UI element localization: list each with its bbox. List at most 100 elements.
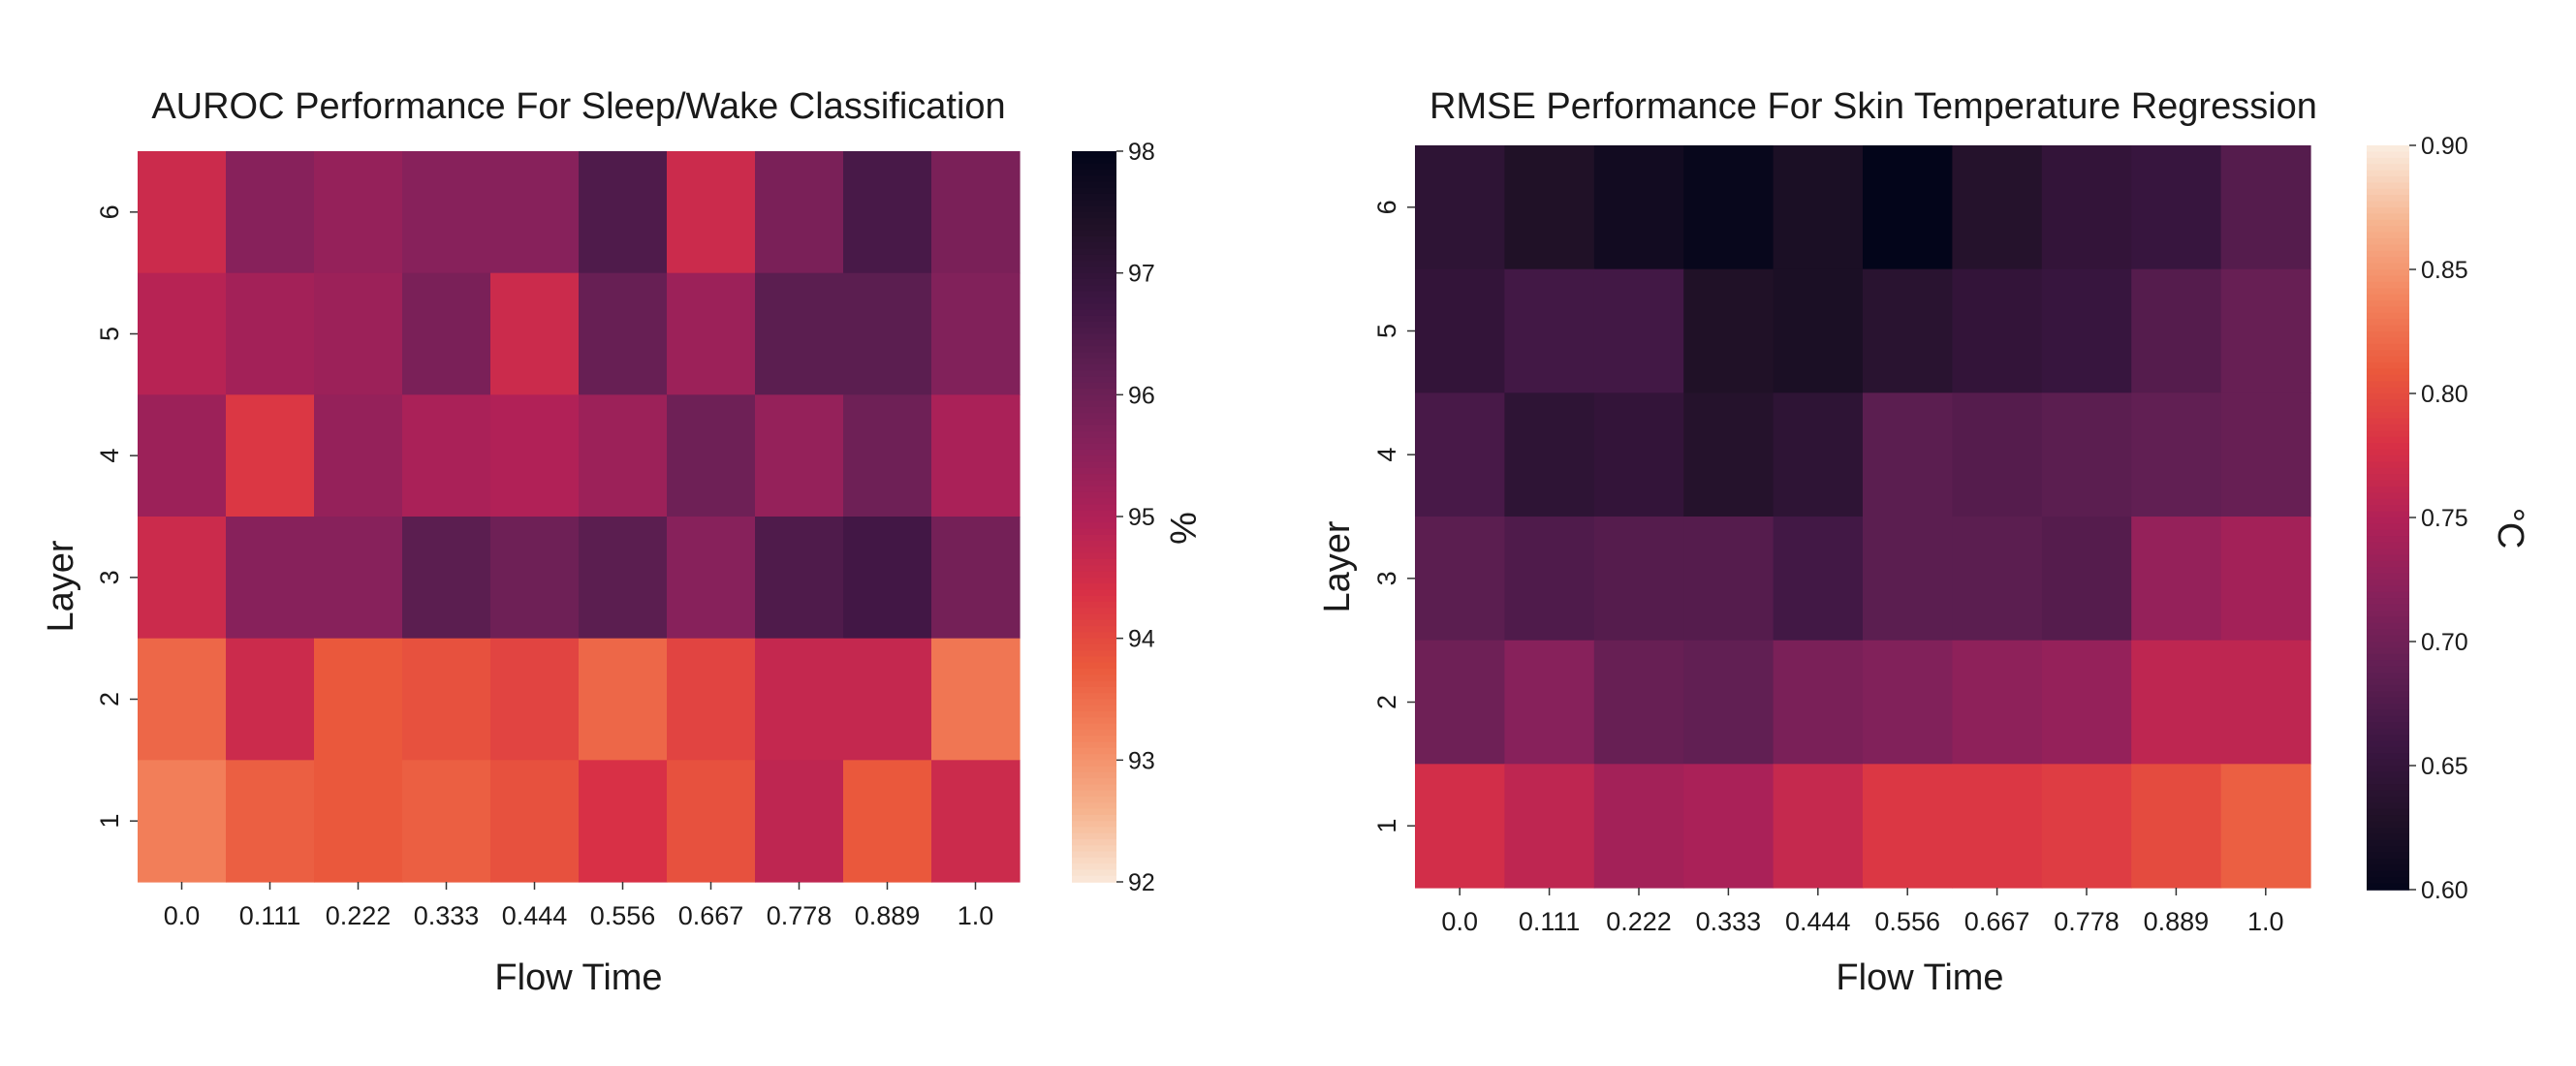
rmse-colorbar-segment: [2367, 883, 2409, 891]
auroc-colorbar-segment: [1072, 193, 1116, 202]
rmse-colorbar-segment: [2367, 486, 2409, 494]
rmse-y-ticks: 6 5 4 3 2 1: [1372, 200, 1415, 833]
auroc-cell-r5-c9: [931, 272, 1021, 395]
rmse-colorbar-segment: [2367, 449, 2409, 456]
auroc-colorbar-segment: [1072, 352, 1116, 360]
auroc-colorbar-segment: [1072, 814, 1116, 822]
auroc-colorbar-segment: [1072, 272, 1116, 280]
rmse-colorbar-segment: [2367, 269, 2409, 277]
auroc-colorbar-segment: [1072, 650, 1116, 658]
auroc-cell-r6-c8: [843, 151, 932, 274]
auroc-colorbar-segment: [1072, 595, 1116, 603]
auroc-colorbar-segment: [1072, 589, 1116, 597]
auroc-cell-r4-c5: [579, 394, 668, 517]
auroc-colorbar-segment: [1072, 328, 1116, 335]
auroc-colorbar-segment: [1072, 510, 1116, 517]
rmse-y-tick-label: 5: [1372, 324, 1401, 338]
auroc-y-tick-label: 3: [95, 570, 124, 584]
rmse-colorbar-segment: [2367, 821, 2409, 829]
auroc-cell-r3-c8: [843, 517, 932, 640]
auroc-colorbar-segment: [1072, 613, 1116, 621]
auroc-colorbar-segment: [1072, 760, 1116, 768]
rmse-colorbar-segment: [2367, 226, 2409, 234]
rmse-colorbar-segment: [2367, 362, 2409, 370]
rmse-cell-r2-c0: [1415, 640, 1505, 765]
auroc-cell-r1-c4: [490, 760, 580, 883]
rmse-cell-r2-c6: [1952, 640, 2043, 765]
auroc-colorbar-segment: [1072, 358, 1116, 365]
auroc-cell-r3-c6: [667, 517, 756, 640]
auroc-colorbar-segment: [1072, 205, 1116, 213]
rmse-cell-r3-c4: [1773, 517, 1864, 642]
rmse-cell-r4-c5: [1863, 392, 1953, 517]
auroc-cell-r3-c0: [138, 517, 227, 640]
auroc-cell-r4-c2: [314, 394, 403, 517]
rmse-cell-r3-c7: [2041, 517, 2132, 642]
auroc-colorbar-segment: [1072, 163, 1116, 171]
auroc-colorbar-segment: [1072, 608, 1116, 615]
auroc-cell-r4-c3: [402, 394, 491, 517]
auroc-colorbar-segment: [1072, 382, 1116, 390]
auroc-colorbar-segment: [1072, 832, 1116, 840]
rmse-cell-r5-c1: [1504, 268, 1595, 393]
auroc-colorbar-segment: [1072, 717, 1116, 725]
rmse-colorbar-segment: [2367, 151, 2409, 159]
auroc-colorbar-segment: [1072, 869, 1116, 877]
rmse-colorbar-segment: [2367, 219, 2409, 227]
auroc-colorbar-segment: [1072, 455, 1116, 463]
rmse-colorbar-segment: [2367, 660, 2409, 668]
rmse-colorbar-segment: [2367, 374, 2409, 382]
rmse-colorbar-segment: [2367, 735, 2409, 742]
auroc-colorbar-segment: [1072, 181, 1116, 189]
rmse-colorbar-segment: [2367, 399, 2409, 407]
auroc-colorbar-segment: [1072, 333, 1116, 341]
rmse-cell-r1-c2: [1593, 764, 1684, 889]
rmse-colorbar-segment: [2367, 263, 2409, 270]
auroc-cell-r6-c4: [490, 151, 580, 274]
rmse-cell-r2-c5: [1863, 640, 1953, 765]
rmse-colorbar-segment: [2367, 319, 2409, 327]
rmse-cell-r4-c0: [1415, 392, 1505, 517]
rmse-colorbar-segment: [2367, 511, 2409, 518]
rmse-cell-r3-c1: [1504, 517, 1595, 642]
rmse-colorbar-segment: [2367, 195, 2409, 203]
auroc-cell-r1-c7: [755, 760, 844, 883]
auroc-colorbar-segment: [1072, 571, 1116, 579]
rmse-colorbar-segment: [2367, 846, 2409, 854]
auroc-colorbar-segment: [1072, 200, 1116, 207]
auroc-cell-r2-c6: [667, 638, 756, 761]
auroc-colorbar: [1072, 151, 1116, 883]
auroc-colorbar-segment: [1072, 736, 1116, 743]
rmse-y-tick-label: 6: [1372, 200, 1401, 214]
auroc-colorbar-segment: [1072, 656, 1116, 664]
rmse-colorbar-segment: [2367, 697, 2409, 705]
auroc-colorbar-segment: [1072, 558, 1116, 567]
auroc-cell-r4-c1: [226, 394, 315, 517]
auroc-colorbar-segment: [1072, 821, 1116, 829]
auroc-colorbar-segment: [1072, 875, 1116, 883]
rmse-colorbar-segment: [2367, 611, 2409, 618]
rmse-colorbar-segment: [2367, 368, 2409, 376]
rmse-x-tick-label: 0.0: [1441, 907, 1478, 936]
auroc-colorbar-label: %: [1162, 512, 1203, 545]
auroc-cell-r1-c6: [667, 760, 756, 883]
auroc-y-axis-label: Layer: [41, 540, 81, 632]
rmse-colorbar-segment: [2367, 492, 2409, 500]
auroc-cell-r1-c9: [931, 760, 1021, 883]
auroc-colorbar-segment: [1072, 467, 1116, 475]
rmse-colorbar-segment: [2367, 691, 2409, 699]
auroc-colorbar-segment: [1072, 857, 1116, 864]
auroc-colorbar-segment: [1072, 413, 1116, 421]
auroc-colorbar-segment: [1072, 802, 1116, 810]
auroc-colorbar-tick-label: 93: [1128, 747, 1155, 774]
rmse-cell-r1-c8: [2131, 764, 2222, 889]
auroc-y-tick-label: 4: [95, 449, 124, 463]
rmse-colorbar-segment: [2367, 337, 2409, 345]
auroc-colorbar-tick-label: 97: [1128, 261, 1155, 288]
auroc-colorbar-segment: [1072, 790, 1116, 798]
auroc-colorbar-segment: [1072, 845, 1116, 853]
rmse-colorbar-segment: [2367, 777, 2409, 785]
rmse-cell-r1-c7: [2041, 764, 2132, 889]
auroc-cell-r5-c3: [402, 272, 491, 395]
rmse-x-axis-label: Flow Time: [1836, 957, 2003, 998]
